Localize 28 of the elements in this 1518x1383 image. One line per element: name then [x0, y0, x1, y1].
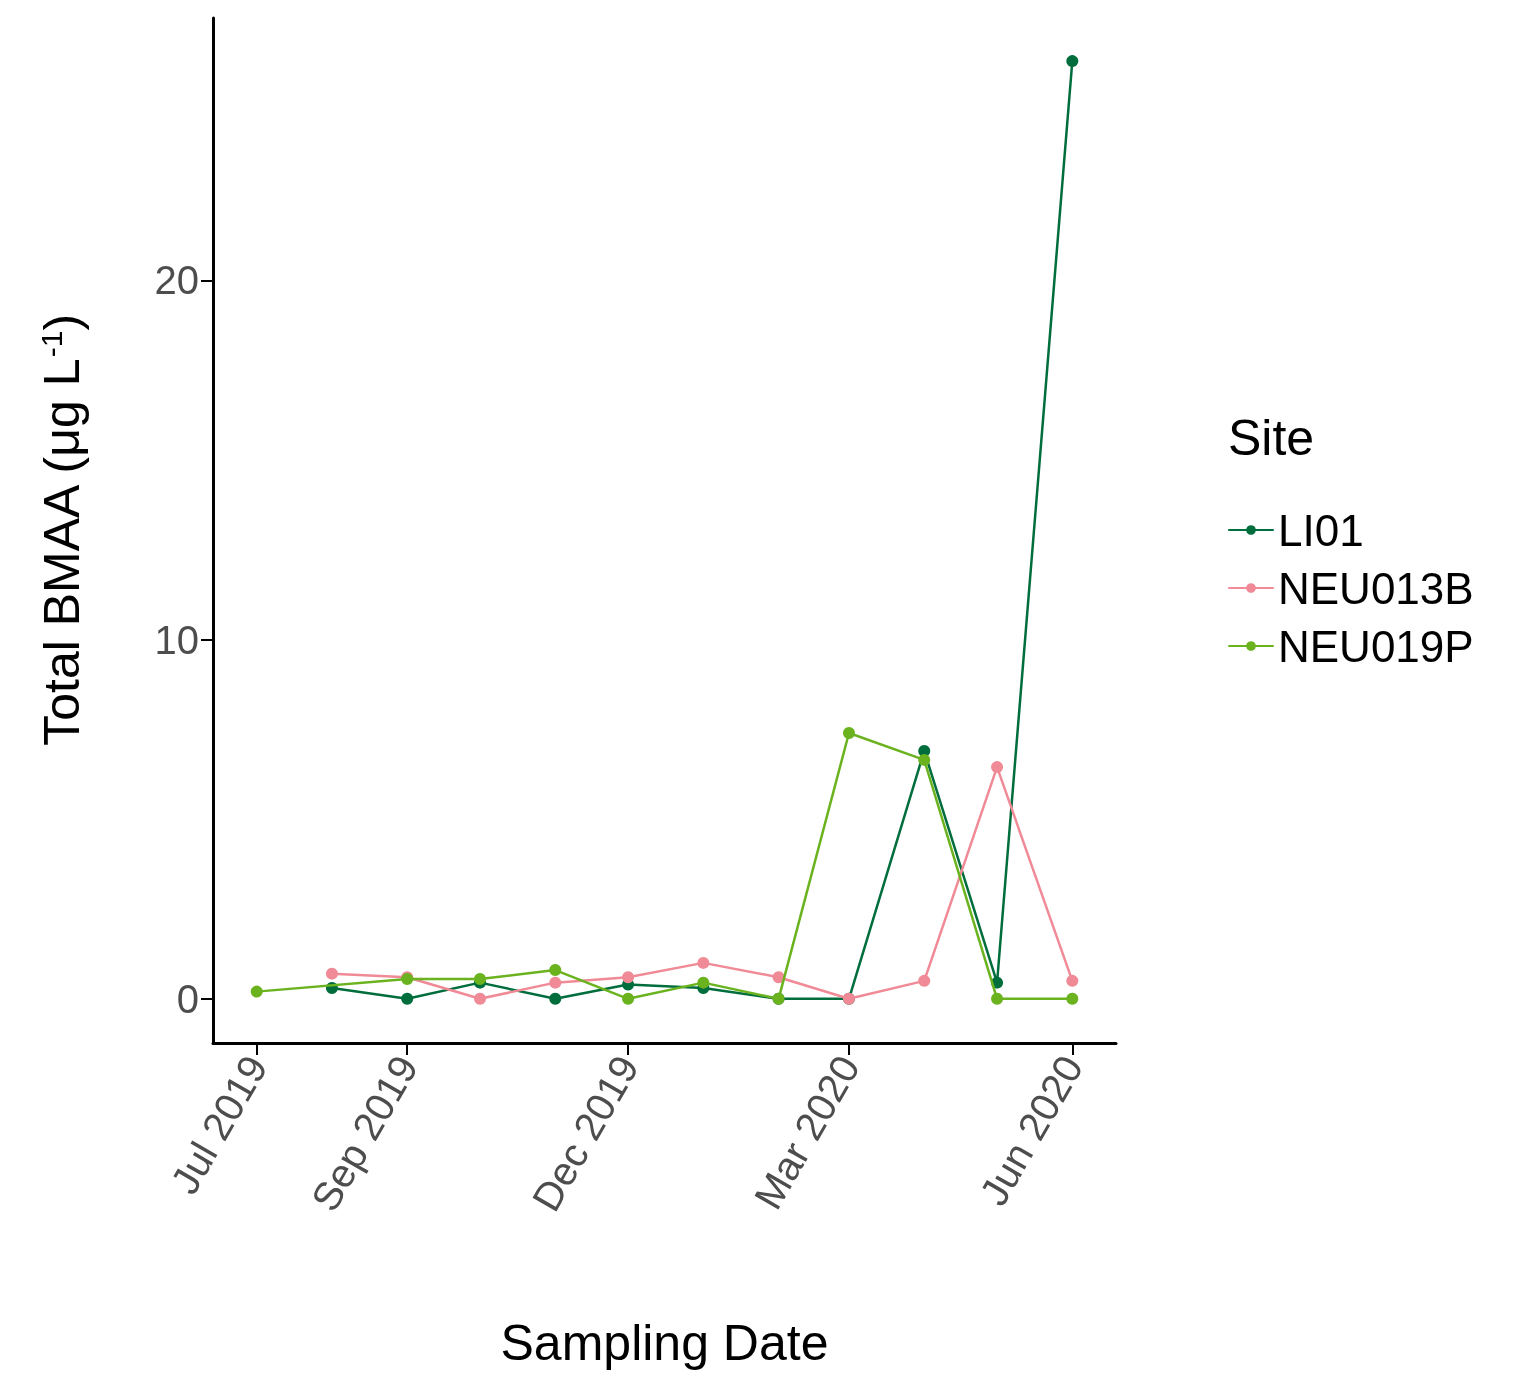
point — [1066, 974, 1079, 987]
y-tick-label: 10 — [154, 617, 199, 662]
point — [991, 761, 1004, 774]
point — [991, 992, 1004, 1005]
x-axis-title: Sampling Date — [500, 1315, 829, 1371]
point — [401, 992, 414, 1005]
point — [1066, 992, 1079, 1005]
point — [549, 992, 562, 1005]
y-axis-title: Total BMAA (μg L-1) — [34, 313, 90, 746]
point — [918, 753, 931, 766]
point — [697, 976, 710, 989]
y-tick-label: 0 — [176, 976, 199, 1021]
point — [549, 964, 562, 977]
point — [918, 974, 931, 987]
point — [622, 971, 635, 984]
point — [1066, 55, 1079, 68]
point — [697, 956, 710, 969]
y-tick-label: 20 — [154, 258, 199, 303]
point — [250, 985, 263, 998]
legend-title: Site — [1228, 410, 1315, 466]
point — [325, 967, 338, 980]
point — [622, 992, 635, 1005]
point — [549, 976, 562, 989]
legend-label: NEU019P — [1278, 621, 1474, 671]
point — [474, 992, 487, 1005]
legend-label: NEU013B — [1278, 563, 1474, 613]
legend-label: LI01 — [1278, 505, 1364, 555]
point — [843, 726, 855, 739]
